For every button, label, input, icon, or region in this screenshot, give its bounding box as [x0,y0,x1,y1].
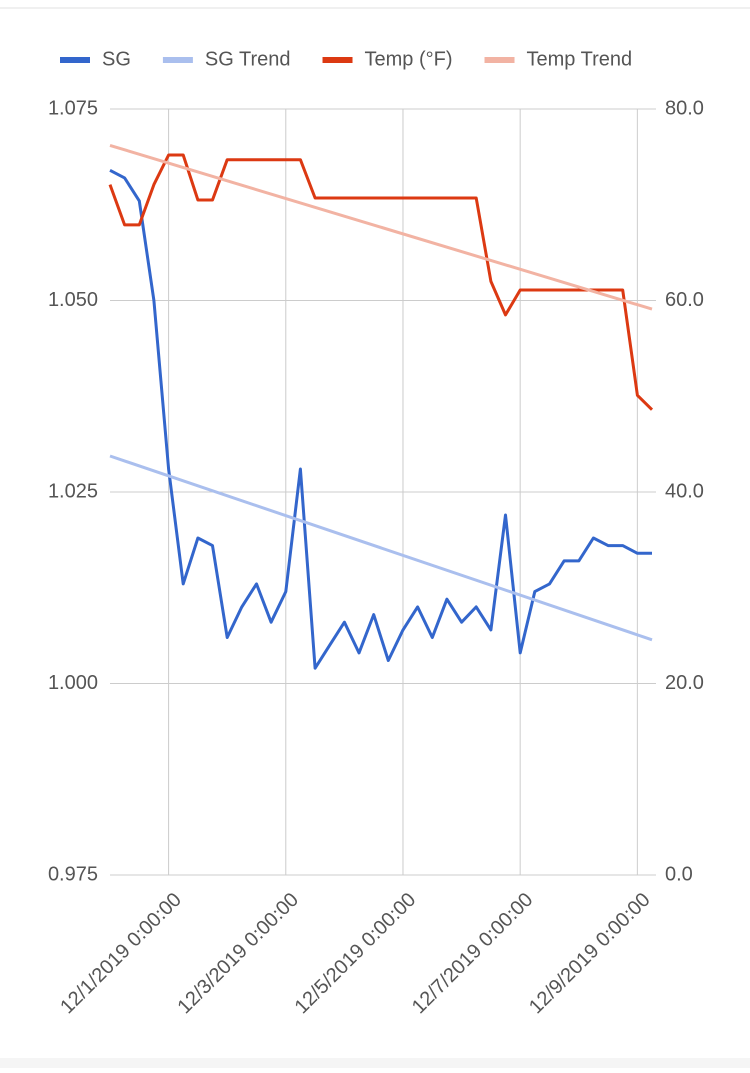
series-line [109,143,653,311]
y-tick-label: 1.025 [48,480,98,502]
series-line [109,454,653,642]
y-tick-label: 1.050 [48,289,98,311]
series-line [108,153,654,411]
y2-tick-label: 40.0 [665,480,704,502]
legend-label: Temp (°F) [365,48,453,70]
series-line [109,168,652,670]
y2-tick-label: 0.0 [665,863,693,885]
y-tick-label: 0.975 [48,863,98,885]
y2-tick-label: 60.0 [665,289,704,311]
y-tick-label: 1.000 [48,672,98,694]
frame-bottom [0,1058,750,1068]
legend-label: SG [102,48,131,70]
y-tick-label: 1.075 [48,97,98,119]
legend-label: SG Trend [205,48,291,70]
legend-label: Temp Trend [527,48,633,70]
y2-tick-label: 20.0 [665,672,704,694]
y2-tick-label: 80.0 [665,97,704,119]
